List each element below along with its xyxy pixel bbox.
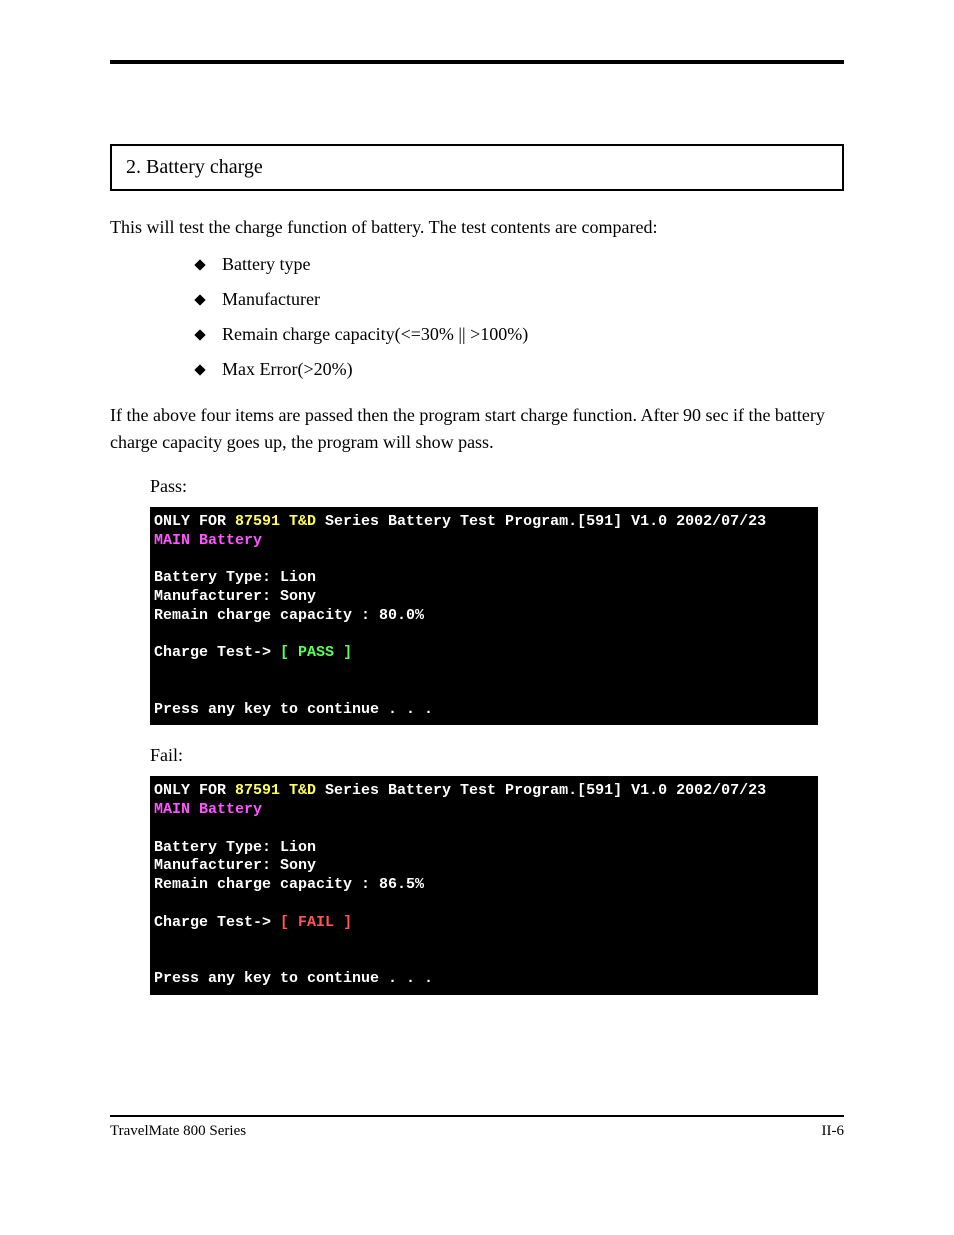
term-remain-val: 80.0%: [379, 607, 424, 624]
term-bt-val: Lion: [280, 569, 316, 586]
footer-left: TravelMate 800 Series: [110, 1123, 246, 1140]
term-bracket-open: [: [280, 914, 298, 931]
list-item: Battery type: [196, 254, 844, 275]
diamond-icon: [194, 330, 205, 341]
bottom-rule: [110, 1115, 844, 1117]
term-suffix: Series Battery Test Program.[591] V1.0 2…: [316, 782, 766, 799]
term-bt-val: Lion: [280, 839, 316, 856]
diamond-icon: [194, 260, 205, 271]
term-remain-label: Remain charge capacity :: [154, 876, 379, 893]
term-result: PASS: [298, 644, 334, 661]
manual-page: 2. Battery charge This will test the cha…: [0, 0, 954, 1180]
section-number: 2.: [126, 156, 141, 178]
bullet-label: Battery type: [222, 254, 310, 275]
diamond-icon: [194, 365, 205, 376]
bullet-list: Battery type Manufacturer Remain charge …: [196, 254, 844, 380]
bullet-label: Remain charge capacity(<=30% || >100%): [222, 324, 528, 345]
term-press-any: Press any key to continue . . .: [154, 970, 433, 987]
diamond-icon: [194, 295, 205, 306]
fail-label: Fail:: [150, 745, 844, 766]
term-remain-label: Remain charge capacity :: [154, 607, 379, 624]
term-bt-label: Battery Type:: [154, 569, 280, 586]
term-mfr-val: Sony: [280, 588, 316, 605]
term-prefix: ONLY FOR: [154, 782, 235, 799]
term-bracket-open: [: [280, 644, 298, 661]
pass-label: Pass:: [150, 476, 844, 497]
section-heading-box: 2. Battery charge: [110, 144, 844, 191]
section-title: Battery charge: [146, 156, 263, 178]
term-mfr-label: Manufacturer:: [154, 857, 280, 874]
term-main-battery: MAIN Battery: [154, 532, 262, 549]
term-result: FAIL: [298, 914, 334, 931]
top-rule: [110, 60, 844, 64]
term-mfr-label: Manufacturer:: [154, 588, 280, 605]
term-mfr-val: Sony: [280, 857, 316, 874]
term-charge-label: Charge Test->: [154, 644, 280, 661]
term-prefix: ONLY FOR: [154, 513, 235, 530]
term-press-any: Press any key to continue . . .: [154, 701, 433, 718]
term-code: 87591 T&D: [235, 513, 316, 530]
terminal-pass: ONLY FOR 87591 T&D Series Battery Test P…: [150, 507, 818, 725]
term-bt-label: Battery Type:: [154, 839, 280, 856]
term-remain-val: 86.5%: [379, 876, 424, 893]
list-item: Manufacturer: [196, 289, 844, 310]
term-bracket-close: ]: [334, 644, 352, 661]
bullet-label: Max Error(>20%): [222, 359, 353, 380]
intro-text: This will test the charge function of ba…: [110, 215, 844, 240]
term-suffix: Series Battery Test Program.[591] V1.0 2…: [316, 513, 766, 530]
terminal-fail: ONLY FOR 87591 T&D Series Battery Test P…: [150, 776, 818, 994]
list-item: Max Error(>20%): [196, 359, 844, 380]
term-code: 87591 T&D: [235, 782, 316, 799]
pretest-paragraph: If the above four items are passed then …: [110, 402, 844, 456]
bullet-label: Manufacturer: [222, 289, 320, 310]
list-item: Remain charge capacity(<=30% || >100%): [196, 324, 844, 345]
term-charge-label: Charge Test->: [154, 914, 280, 931]
footer-right: II-6: [822, 1123, 845, 1140]
term-main-battery: MAIN Battery: [154, 801, 262, 818]
page-footer: TravelMate 800 Series II-6: [110, 1123, 844, 1140]
term-bracket-close: ]: [334, 914, 352, 931]
